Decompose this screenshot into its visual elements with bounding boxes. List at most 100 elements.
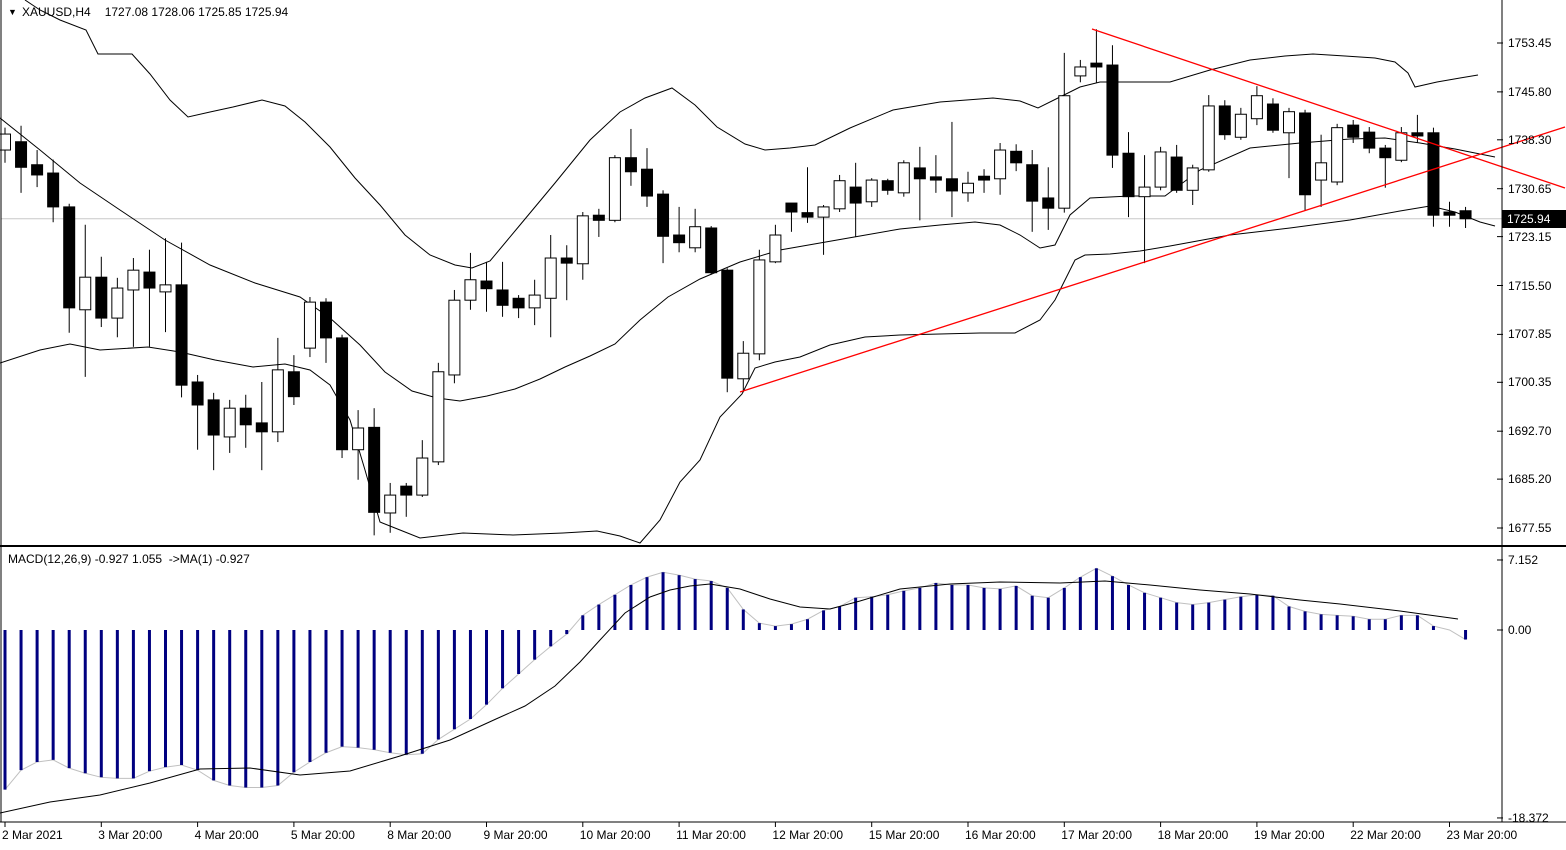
- time-axis-label: 4 Mar 20:00: [194, 828, 259, 842]
- candle: [512, 295, 525, 319]
- macd-axis-label: -18.372: [1508, 810, 1549, 825]
- candle: [592, 208, 605, 237]
- candle: [962, 171, 974, 202]
- price-axis-label: 1692.70: [1508, 424, 1552, 439]
- candle: [753, 249, 766, 361]
- candle: [336, 334, 349, 459]
- candle: [978, 169, 991, 193]
- time-axis-label: 9 Mar 20:00: [483, 828, 548, 842]
- current-price-badge: 1725.94: [1502, 209, 1566, 228]
- descending-trendline[interactable]: [1091, 28, 1566, 189]
- price-axis-label: 1677.55: [1508, 521, 1552, 535]
- candle: [994, 143, 1007, 195]
- candle: [1122, 132, 1135, 218]
- candle: [689, 208, 702, 253]
- candle: [1202, 95, 1215, 172]
- candle: [528, 279, 541, 326]
- candle: [576, 212, 589, 280]
- symbol-dropdown-icon[interactable]: ▼: [8, 7, 17, 17]
- time-axis-label: 8 Mar 20:00: [387, 828, 452, 842]
- candle: [544, 235, 557, 338]
- candle: [223, 399, 236, 453]
- candle: [352, 410, 365, 480]
- candle: [95, 256, 108, 328]
- price-axis-label: 1738.30: [1508, 132, 1552, 147]
- chart-title: XAUUSD,H4 1727.08 1728.06 1725.85 1725.94: [22, 5, 288, 19]
- candle: [1090, 29, 1103, 83]
- time-axis-label: 23 Mar 20:00: [1446, 828, 1518, 842]
- candle: [1459, 206, 1472, 228]
- candle: [849, 162, 862, 237]
- candle: [287, 355, 300, 405]
- candle: [239, 394, 252, 448]
- time-axis-label: 11 Mar 20:00: [676, 828, 746, 842]
- candle: [159, 238, 172, 333]
- candle: [303, 297, 316, 358]
- time-axis-label: 12 Mar 20:00: [772, 828, 844, 842]
- candle: [1347, 119, 1360, 144]
- candle: [1170, 144, 1183, 193]
- candle: [127, 258, 140, 347]
- candle: [785, 202, 798, 232]
- candle: [865, 178, 878, 207]
- price-axis-label: 1700.35: [1508, 375, 1552, 390]
- macd-axis-label: 7.152: [1508, 552, 1539, 567]
- candle: [1363, 127, 1376, 154]
- time-axis-label: 16 Mar 20:00: [965, 828, 1036, 842]
- candle: [1138, 155, 1151, 264]
- time-axis-label: 18 Mar 20:00: [1157, 828, 1229, 842]
- candle: [801, 167, 814, 223]
- candle: [1283, 107, 1295, 179]
- candle: [673, 206, 686, 253]
- candle: [897, 160, 910, 197]
- price-axis-label: 1730.65: [1508, 181, 1552, 196]
- candle: [1058, 52, 1071, 213]
- price-axis-label: 1745.80: [1508, 84, 1552, 99]
- time-axis-label: 5 Mar 20:00: [290, 828, 355, 842]
- trendlines: [739, 28, 1566, 393]
- time-axis-label: 15 Mar 20:00: [868, 828, 940, 842]
- time-axis-label: 19 Mar 20:00: [1253, 828, 1325, 842]
- candle: [368, 408, 381, 536]
- price-axis-label: 1685.20: [1508, 472, 1552, 487]
- candle: [207, 392, 220, 471]
- symbol-label: XAUUSD,H4: [22, 5, 91, 19]
- candle: [1218, 100, 1231, 140]
- candle: [1106, 45, 1119, 168]
- candle: [929, 155, 942, 193]
- time-axis-label: 22 Mar 20:00: [1350, 828, 1421, 842]
- candle: [945, 121, 958, 218]
- candle: [320, 298, 332, 363]
- candle: [175, 242, 188, 398]
- candle: [608, 155, 621, 223]
- candle: [1074, 59, 1087, 83]
- candles: [0, 29, 1472, 536]
- macd-axis-label: 0.00: [1508, 623, 1532, 637]
- candle: [560, 245, 573, 301]
- time-axis-label: 2 Mar 2021: [2, 828, 63, 842]
- candle: [1315, 134, 1328, 207]
- candle: [496, 261, 509, 317]
- price-axis-label: 1707.85: [1508, 327, 1552, 342]
- candle: [641, 148, 653, 207]
- candle: [15, 125, 28, 193]
- price-axis-label: 1753.45: [1508, 36, 1552, 50]
- candle: [1250, 86, 1263, 126]
- candle: [448, 289, 461, 384]
- candle: [1042, 167, 1055, 230]
- candle: [1266, 98, 1279, 133]
- candle: [31, 150, 44, 188]
- time-axis-label: 17 Mar 20:00: [1061, 828, 1133, 842]
- candle: [111, 277, 124, 338]
- candle: [913, 146, 926, 221]
- candle: [191, 374, 204, 450]
- candle: [47, 159, 60, 223]
- candle: [624, 128, 637, 186]
- candle: [1010, 144, 1023, 172]
- candle: [881, 178, 894, 195]
- candle: [1154, 146, 1167, 191]
- candle: [721, 268, 734, 393]
- ascending-trendline[interactable]: [739, 126, 1566, 393]
- candle: [1331, 123, 1344, 186]
